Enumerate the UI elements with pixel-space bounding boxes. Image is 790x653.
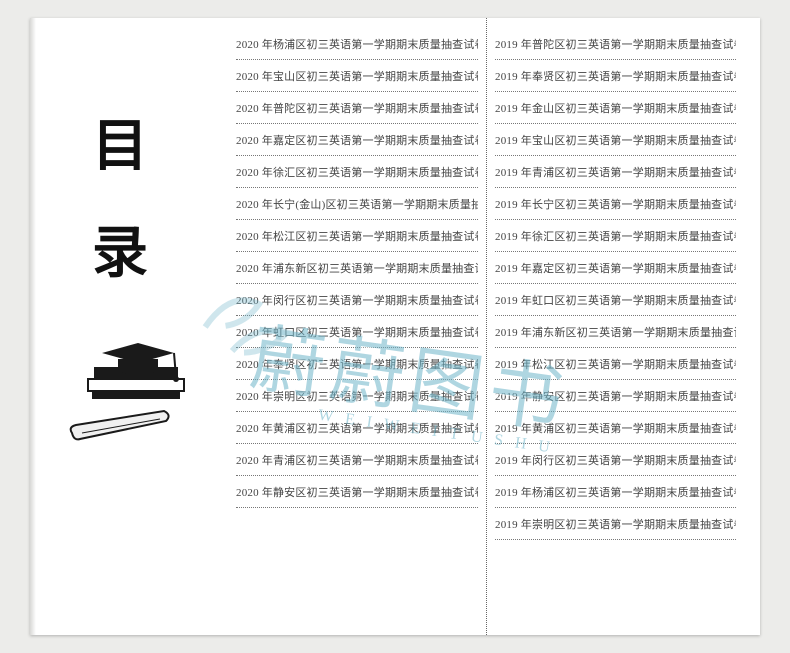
toc-entry: 2019 年普陀区初三英语第一学期期末质量抽查试卷/31 <box>495 28 736 60</box>
toc-entry-text: 2019 年杨浦区初三英语第一学期期末质量抽查试卷/59 <box>495 487 736 499</box>
toc-entry: 2020 年闵行区初三英语第一学期期末质量抽查试卷/17 <box>236 284 478 316</box>
toc-entry: 2020 年宝山区初三英语第一学期期末质量抽查试卷/3 <box>236 60 478 92</box>
toc-entry-text: 2020 年青浦区初三英语第一学期期末质量抽查试卷/27 <box>236 455 478 467</box>
toc-entry: 2019 年奉贤区初三英语第一学期期末质量抽查试卷/33 <box>495 60 736 92</box>
toc-column-left: 2020 年杨浦区初三英语第一学期期末质量抽查试卷/1 2020 年宝山区初三英语… <box>228 18 486 635</box>
toc-entry-text: 2019 年黄浦区初三英语第一学期期末质量抽查试卷/55 <box>495 423 736 435</box>
toc-entry-text: 2020 年浦东新区初三英语第一学期期末质量抽查试卷/15 <box>236 263 478 275</box>
toc-entry: 2020 年杨浦区初三英语第一学期期末质量抽查试卷/1 <box>236 28 478 60</box>
toc-entry-text: 2019 年徐汇区初三英语第一学期期末质量抽查试卷/43 <box>495 231 736 243</box>
toc-entry: 2019 年金山区初三英语第一学期期末质量抽查试卷/35 <box>495 92 736 124</box>
toc-entry: 2019 年黄浦区初三英语第一学期期末质量抽查试卷/55 <box>495 412 736 444</box>
page-title: 目 录 <box>30 118 220 284</box>
toc-entry-text: 2019 年闵行区初三英语第一学期期末质量抽查试卷/57 <box>495 455 736 467</box>
toc-entry: 2019 年闵行区初三英语第一学期期末质量抽查试卷/57 <box>495 444 736 476</box>
toc-entry-text: 2019 年宝山区初三英语第一学期期末质量抽查试卷/37 <box>495 135 736 147</box>
title-char-1: 目 <box>92 118 220 177</box>
toc-entry: 2019 年静安区初三英语第一学期期末质量抽查试卷/53 <box>495 380 736 412</box>
toc-entry-text: 2020 年长宁(金山)区初三英语第一学期期末质量抽查试卷/11 <box>236 199 478 211</box>
toc-entry: 2020 年虹口区初三英语第一学期期末质量抽查试卷/19 <box>236 316 478 348</box>
toc-entry-text: 2020 年普陀区初三英语第一学期期末质量抽查试卷/5 <box>236 103 478 115</box>
title-char-2: 录 <box>92 225 220 284</box>
toc-entry-text: 2019 年长宁区初三英语第一学期期末质量抽查试卷/41 <box>495 199 736 211</box>
toc-entry: 2019 年徐汇区初三英语第一学期期末质量抽查试卷/43 <box>495 220 736 252</box>
toc-entry-text: 2020 年黄浦区初三英语第一学期期末质量抽查试卷/25 <box>236 423 478 435</box>
toc-entry-text: 2020 年徐汇区初三英语第一学期期末质量抽查试卷/9 <box>236 167 478 179</box>
toc-entry-text: 2020 年松江区初三英语第一学期期末质量抽查试卷/13 <box>236 231 478 243</box>
toc-entry: 2020 年崇明区初三英语第一学期期末质量抽查试卷/23 <box>236 380 478 412</box>
paper-sheet: 目 录 <box>30 18 760 635</box>
toc-entry: 2020 年普陀区初三英语第一学期期末质量抽查试卷/5 <box>236 92 478 124</box>
toc-entry-text: 2019 年静安区初三英语第一学期期末质量抽查试卷/53 <box>495 391 736 403</box>
toc-entry: 2019 年杨浦区初三英语第一学期期末质量抽查试卷/59 <box>495 476 736 508</box>
toc-entry-text: 2020 年杨浦区初三英语第一学期期末质量抽查试卷/1 <box>236 39 478 51</box>
toc-entry-text: 2019 年虹口区初三英语第一学期期末质量抽查试卷/47 <box>495 295 736 307</box>
toc-entry: 2020 年黄浦区初三英语第一学期期末质量抽查试卷/25 <box>236 412 478 444</box>
toc-entry: 2020 年奉贤区初三英语第一学期期末质量抽查试卷/21 <box>236 348 478 380</box>
toc-column-right: 2019 年普陀区初三英语第一学期期末质量抽查试卷/31 2019 年奉贤区初三英… <box>486 18 744 635</box>
toc-entry: 2019 年崇明区初三英语第一学期期末质量抽查试卷/61 <box>495 508 736 540</box>
toc-entry-text: 2019 年青浦区初三英语第一学期期末质量抽查试卷/39 <box>495 167 736 179</box>
toc-entry: 2019 年长宁区初三英语第一学期期末质量抽查试卷/41 <box>495 188 736 220</box>
toc-entry: 2019 年浦东新区初三英语第一学期期末质量抽查试卷/49 <box>495 316 736 348</box>
toc-entry: 2020 年青浦区初三英语第一学期期末质量抽查试卷/27 <box>236 444 478 476</box>
toc-entry: 2019 年嘉定区初三英语第一学期期末质量抽查试卷/45 <box>495 252 736 284</box>
toc-entry: 2020 年徐汇区初三英语第一学期期末质量抽查试卷/9 <box>236 156 478 188</box>
toc-entry: 2019 年虹口区初三英语第一学期期末质量抽查试卷/47 <box>495 284 736 316</box>
toc-entry-text: 2020 年奉贤区初三英语第一学期期末质量抽查试卷/21 <box>236 359 478 371</box>
toc-entry-text: 2020 年崇明区初三英语第一学期期末质量抽查试卷/23 <box>236 391 478 403</box>
toc-entry: 2020 年静安区初三英语第一学期期末质量抽查试卷/29 <box>236 476 478 508</box>
toc-entry-text: 2020 年虹口区初三英语第一学期期末质量抽查试卷/19 <box>236 327 478 339</box>
toc-entry-text: 2019 年崇明区初三英语第一学期期末质量抽查试卷/61 <box>495 519 736 531</box>
books-illustration <box>68 315 198 465</box>
left-column: 目 录 <box>30 18 220 635</box>
toc-entry: 2020 年松江区初三英语第一学期期末质量抽查试卷/13 <box>236 220 478 252</box>
toc-entry-text: 2019 年嘉定区初三英语第一学期期末质量抽查试卷/45 <box>495 263 736 275</box>
toc-entry-text: 2019 年普陀区初三英语第一学期期末质量抽查试卷/31 <box>495 39 736 51</box>
toc-entry-text: 2020 年闵行区初三英语第一学期期末质量抽查试卷/17 <box>236 295 478 307</box>
toc-entry-text: 2019 年金山区初三英语第一学期期末质量抽查试卷/35 <box>495 103 736 115</box>
toc-entry-text: 2019 年奉贤区初三英语第一学期期末质量抽查试卷/33 <box>495 71 736 83</box>
toc-entry: 2020 年嘉定区初三英语第一学期期末质量抽查试卷/7 <box>236 124 478 156</box>
toc-entry: 2020 年浦东新区初三英语第一学期期末质量抽查试卷/15 <box>236 252 478 284</box>
toc-entry-text: 2020 年嘉定区初三英语第一学期期末质量抽查试卷/7 <box>236 135 478 147</box>
toc-entry-text: 2020 年宝山区初三英语第一学期期末质量抽查试卷/3 <box>236 71 478 83</box>
toc-entry: 2019 年松江区初三英语第一学期期末质量抽查试卷/51 <box>495 348 736 380</box>
toc-entry: 2020 年长宁(金山)区初三英语第一学期期末质量抽查试卷/11 <box>236 188 478 220</box>
toc-entry: 2019 年青浦区初三英语第一学期期末质量抽查试卷/39 <box>495 156 736 188</box>
toc-columns: 2020 年杨浦区初三英语第一学期期末质量抽查试卷/1 2020 年宝山区初三英语… <box>228 18 748 635</box>
toc-entry-text: 2020 年静安区初三英语第一学期期末质量抽查试卷/29 <box>236 487 478 499</box>
toc-entry: 2019 年宝山区初三英语第一学期期末质量抽查试卷/37 <box>495 124 736 156</box>
toc-entry-text: 2019 年松江区初三英语第一学期期末质量抽查试卷/51 <box>495 359 736 371</box>
toc-entry-text: 2019 年浦东新区初三英语第一学期期末质量抽查试卷/49 <box>495 327 736 339</box>
